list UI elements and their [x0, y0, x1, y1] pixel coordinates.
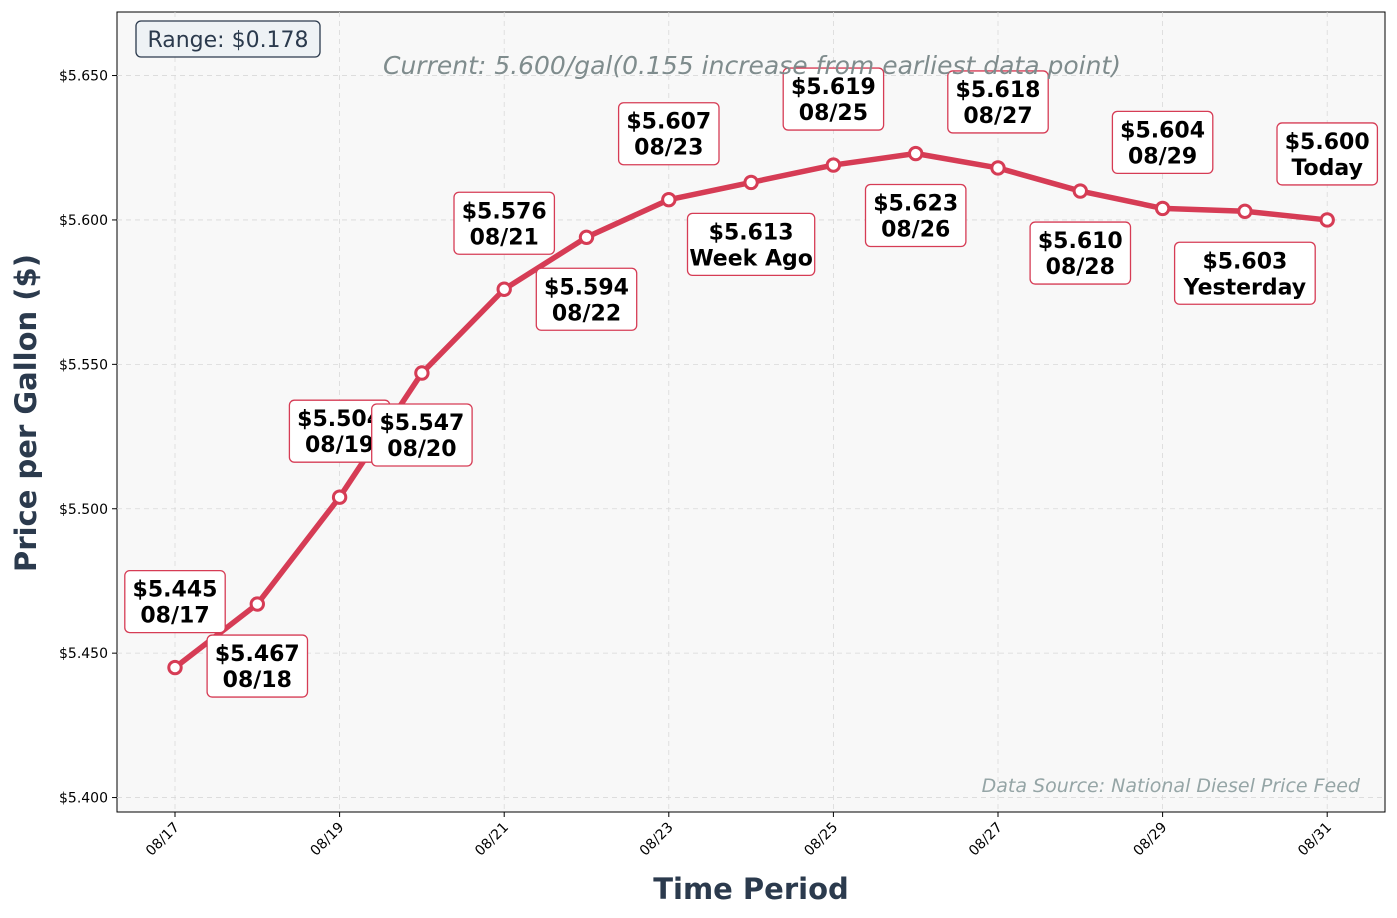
data-point-marker	[908, 145, 924, 162]
annotation-price: $5.603	[1202, 249, 1287, 274]
x-tick-label: 08/19	[308, 820, 348, 860]
range-badge-text: Range: $0.178	[147, 28, 308, 53]
annotation-date: 08/21	[470, 225, 539, 250]
annotation-price: $5.504	[297, 407, 382, 432]
data-point-marker	[990, 160, 1006, 176]
annotation-box	[782, 67, 885, 131]
annotation-price: $5.445	[133, 578, 218, 603]
annotation-date: 08/28	[1046, 255, 1115, 280]
annotation-price: $5.619	[791, 75, 876, 100]
annotation-date: Today	[1291, 156, 1362, 181]
y-tick-label: $5.650	[59, 69, 108, 85]
annotation-box	[1029, 221, 1132, 285]
annotation-price: $5.604	[1120, 118, 1205, 143]
annotation-date: Week Ago	[689, 246, 813, 271]
annotation-date: 08/29	[1128, 144, 1197, 169]
annotation-box	[617, 102, 720, 166]
annotation-box	[1276, 122, 1379, 186]
annotation-box	[206, 634, 309, 698]
y-tick-label: $5.400	[59, 791, 108, 807]
y-tick-label: $5.450	[59, 646, 108, 662]
x-axis-title: Time Period	[653, 872, 849, 906]
data-point-marker	[1072, 183, 1089, 199]
annotation-date: Yesterday	[1183, 275, 1306, 300]
annotation-price: $5.467	[215, 642, 300, 667]
x-tick-label: 08/21	[472, 820, 512, 860]
annotation-box	[1173, 241, 1316, 305]
data-point-marker	[1319, 212, 1335, 228]
annotation-layer: $5.44508/17$5.46708/18$5.50408/19$5.5470…	[124, 67, 1379, 698]
annotation-date: 08/22	[552, 301, 621, 326]
annotation-price: $5.623	[873, 192, 958, 217]
data-point-marker	[414, 365, 430, 381]
data-source-note: Data Source: National Diesel Price Feed	[982, 775, 1361, 797]
annotation-price: $5.607	[626, 110, 711, 135]
annotation-box	[371, 403, 473, 467]
annotation-box	[1111, 110, 1214, 175]
y-tick-label: $5.600	[59, 213, 108, 229]
annotation-date: 08/23	[634, 136, 703, 161]
annotation-price: $5.618	[956, 78, 1041, 103]
data-point-marker	[825, 157, 842, 173]
annotation-date: 08/27	[963, 104, 1032, 129]
x-tick-label: 08/27	[966, 820, 1006, 860]
annotation-box	[864, 183, 967, 248]
annotation-box	[453, 191, 556, 255]
chart-subtitle: Current: 5.600/gal(0.155 increase from e…	[383, 51, 1121, 80]
x-tick-label: 08/23	[637, 820, 677, 860]
x-tick-label: 08/17	[143, 820, 183, 860]
annotation-date: 08/25	[799, 101, 868, 126]
annotation-date: 08/19	[305, 433, 374, 458]
data-point-marker	[331, 489, 348, 505]
y-tick-label: $5.550	[59, 357, 108, 373]
annotation-price: $5.613	[709, 220, 794, 245]
annotation-box	[535, 267, 638, 331]
data-point-marker	[743, 174, 759, 191]
annotation-price: $5.576	[462, 199, 547, 224]
annotation-box	[686, 212, 816, 277]
annotation-price: $5.600	[1285, 130, 1370, 155]
data-point-marker	[1237, 203, 1253, 219]
y-axis-title: Price per Gallon ($)	[9, 254, 43, 572]
range-badge: Range: $0.178	[135, 20, 321, 58]
data-point-marker	[496, 281, 512, 297]
marker-layer	[167, 145, 1335, 676]
annotation-date: 08/17	[140, 604, 209, 629]
annotation-price: $5.594	[544, 275, 629, 300]
annotation-price: $5.547	[379, 411, 464, 436]
y-tick-label: $5.500	[59, 502, 108, 518]
annotation-date: 08/20	[387, 437, 456, 462]
annotation-date: 08/26	[881, 218, 950, 243]
data-point-marker	[578, 229, 595, 245]
x-tick-label: 08/29	[1131, 820, 1171, 860]
data-point-marker	[249, 596, 265, 612]
annotation-box	[124, 569, 226, 634]
data-point-marker	[167, 659, 183, 676]
x-tick-label: 08/31	[1295, 820, 1335, 860]
data-point-marker	[1154, 200, 1171, 217]
data-point-marker	[661, 192, 677, 208]
annotation-date: 08/18	[223, 668, 292, 693]
annotation-box	[947, 70, 1049, 134]
annotation-price: $5.610	[1038, 229, 1123, 254]
x-tick-label: 08/25	[801, 820, 841, 860]
